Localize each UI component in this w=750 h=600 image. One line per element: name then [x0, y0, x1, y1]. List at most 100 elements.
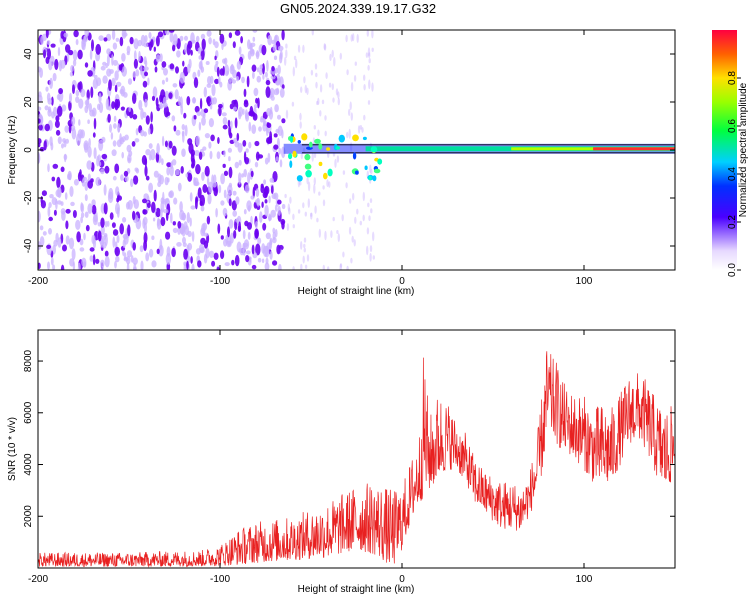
spectrogram-speckle: [114, 84, 118, 93]
spectrogram-speckle: [259, 64, 263, 70]
spectrogram-speckle: [276, 244, 281, 255]
spectrogram-speckle: [345, 34, 348, 43]
spectrogram-speckle: [140, 129, 145, 137]
spectrogram-speckle: [288, 207, 291, 215]
spectrogram-speckle: [101, 136, 106, 143]
spectrogram-speckle: [220, 250, 225, 260]
spectrogram-speckle: [207, 193, 212, 205]
spectrogram-speckle: [63, 32, 69, 38]
spectrogram-speckle: [49, 77, 53, 89]
spectrogram-speckle: [208, 250, 215, 258]
spectrogram-speckle: [111, 101, 115, 110]
spectrogram-speckle: [48, 216, 53, 222]
spectrogram-speckle: [46, 92, 51, 102]
spectrogram-speckle: [157, 181, 162, 188]
spectrogram-y-tick-label: -40: [23, 238, 34, 253]
spectrogram-speckle: [155, 152, 160, 163]
spectrogram-speckle: [252, 30, 258, 33]
spectrogram-speckle: [191, 231, 195, 242]
spectrogram-speckle: [68, 100, 72, 112]
spectrogram-speckle: [166, 162, 172, 168]
spectrogram-speckle: [221, 42, 224, 51]
spectrogram-speckle: [84, 62, 89, 68]
spectrogram-speckle: [185, 173, 189, 178]
spectrogram-speckle: [83, 140, 89, 151]
spectrogram-speckle: [241, 173, 245, 178]
spectrogram-speckle: [132, 71, 136, 78]
colorbar-ticks: 0.0 0.2 0.4 0.6 0.8: [727, 71, 741, 277]
spectrogram-speckle: [244, 157, 250, 165]
spectrogram-speckle: [252, 71, 255, 80]
spectrogram-speckle: [39, 225, 44, 231]
spectrogram-speckle: [155, 207, 161, 218]
spectrogram-speckle: [182, 60, 185, 67]
spectrogram-y-tick-label: 0: [23, 147, 34, 153]
spectrogram-speckle: [100, 65, 106, 71]
spectrogram-speckle: [244, 184, 250, 194]
spectrogram-speckle: [317, 97, 320, 105]
spectrogram-speckle: [253, 87, 259, 97]
spectrogram-speckle: [148, 182, 154, 193]
spectrogram-speckle: [103, 202, 108, 215]
spectrogram-speckle: [115, 186, 120, 196]
spectrogram-speckle: [158, 104, 164, 109]
spectrogram-speckle: [371, 30, 374, 39]
spectrogram-speckle: [71, 248, 76, 261]
spectrogram-speckle: [252, 111, 256, 117]
spectrogram-speckle: [285, 49, 288, 59]
signal-onset-blob: [362, 136, 367, 141]
spectrogram-speckle: [365, 52, 369, 58]
spectrogram-speckle: [332, 97, 335, 103]
spectrogram-speckle: [222, 124, 228, 130]
spectrogram-speckle: [91, 199, 96, 207]
spectrogram-speckle: [189, 217, 192, 227]
spectrogram-speckle: [223, 189, 227, 199]
spectrogram-speckle: [163, 209, 169, 214]
spectrogram-speckle: [242, 245, 246, 256]
spectrogram-speckle: [176, 242, 182, 247]
signal-onset-blob: [292, 150, 297, 158]
spectrogram-speckle: [163, 198, 169, 203]
spectrogram-speckle: [255, 188, 260, 198]
spectrogram-speckle: [162, 96, 167, 108]
spectrogram-speckle: [98, 161, 102, 167]
spectrogram-speckle: [95, 258, 100, 264]
spectrogram-speckle: [337, 233, 340, 243]
spectrogram-speckle: [304, 211, 307, 217]
spectrogram-speckle: [84, 211, 89, 218]
spectrogram-speckle: [220, 235, 224, 240]
spectrogram-speckle: [237, 142, 243, 153]
spectrogram-y-tick-label: 20: [23, 96, 34, 108]
spectrogram-speckle: [186, 96, 191, 106]
spectrogram-speckle: [38, 152, 41, 164]
spectrogram-speckle: [103, 184, 107, 196]
spectrogram-speckle: [224, 64, 230, 77]
spectrogram-speckle: [331, 49, 334, 58]
spectrogram-speckle: [254, 229, 259, 239]
spectrogram-speckle: [257, 257, 262, 263]
spectrogram-speckle: [247, 50, 252, 60]
spectrogram-speckle: [345, 182, 348, 189]
spectrogram-speckle: [184, 35, 188, 41]
snr-series-line: [38, 351, 675, 568]
spectrogram-speckle: [148, 143, 153, 149]
spectrogram-speckle: [220, 173, 226, 185]
spectrogram-speckle: [154, 66, 158, 73]
spectrogram-speckle: [106, 220, 110, 227]
spectrogram-speckle: [111, 149, 117, 157]
signal-onset-blob: [370, 146, 378, 153]
spectrogram-speckle: [70, 201, 75, 207]
spectrogram-speckle: [286, 223, 290, 231]
spectrogram-speckle: [171, 145, 177, 156]
spectrogram-speckle: [100, 168, 105, 175]
spectrogram-speckle: [81, 39, 85, 50]
spectrogram-speckle: [259, 69, 263, 76]
spectrogram-speckle: [177, 182, 182, 192]
spectrogram-speckle: [302, 255, 305, 264]
spectrogram-speckle: [140, 64, 143, 76]
spectrogram-speckle: [336, 155, 340, 163]
spectrogram-speckle: [38, 106, 42, 111]
spectrogram-speckle: [47, 48, 51, 60]
spectrogram-speckle: [106, 54, 110, 67]
spectrogram-speckle: [238, 46, 242, 55]
